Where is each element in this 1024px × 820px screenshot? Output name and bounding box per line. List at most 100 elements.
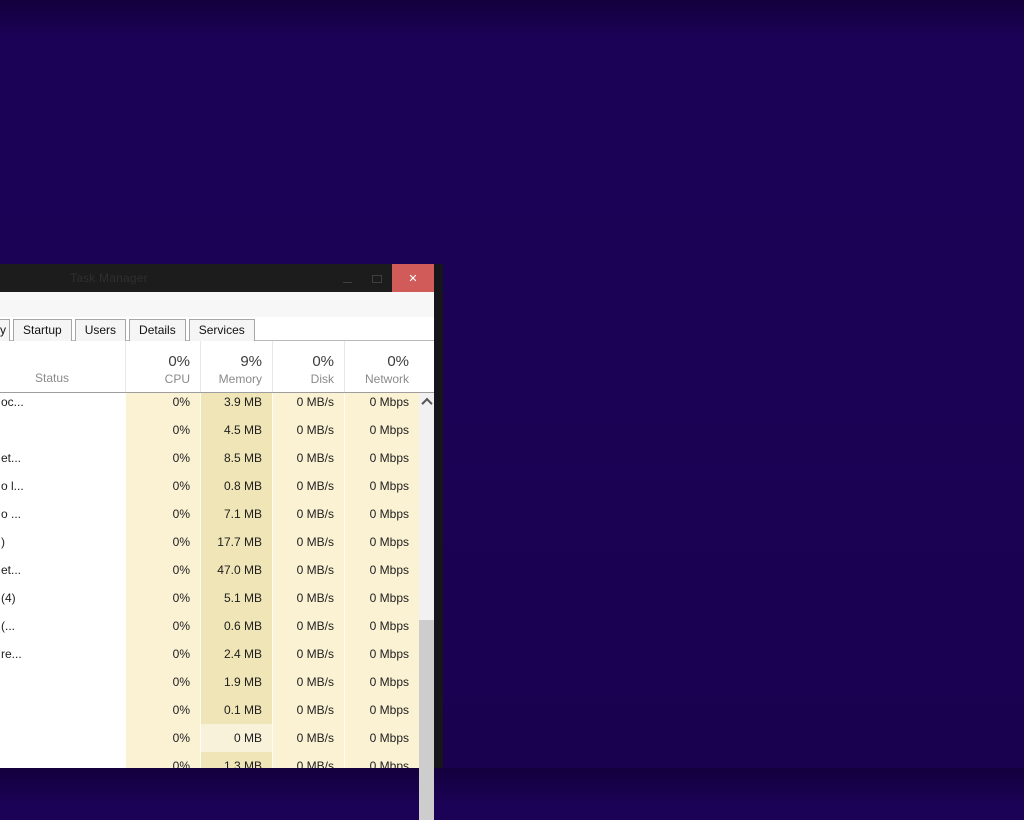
process-name: oc... [0,393,125,416]
process-name [0,416,125,444]
process-row[interactable]: (... 0% 0.6 MB 0 MB/s 0 Mbps [0,612,419,640]
process-list: oc... 0% 3.9 MB 0 MB/s 0 Mbps 0% 4.5 MB … [0,393,419,768]
tab-y[interactable]: y [0,319,10,341]
title-bar[interactable]: Task Manager ✕ [0,264,434,292]
metric-label: Network [364,372,409,386]
process-name [0,752,125,768]
network-cell: 0 Mbps [344,500,419,528]
network-cell: 0 Mbps [344,528,419,556]
memory-cell: 1.3 MB [200,752,272,768]
memory-cell: 17.7 MB [200,528,272,556]
maximize-button[interactable] [362,264,392,292]
process-row[interactable]: 0% 0.1 MB 0 MB/s 0 Mbps [0,696,419,724]
memory-cell: 47.0 MB [200,556,272,584]
process-name: re... [0,640,125,668]
memory-cell: 4.5 MB [200,416,272,444]
process-row[interactable]: re... 0% 2.4 MB 0 MB/s 0 Mbps [0,640,419,668]
disk-cell: 0 MB/s [272,393,344,416]
close-button[interactable]: ✕ [392,264,434,292]
network-cell: 0 Mbps [344,668,419,696]
disk-cell: 0 MB/s [272,416,344,444]
cpu-cell: 0% [125,668,200,696]
process-list-viewport: oc... 0% 3.9 MB 0 MB/s 0 Mbps 0% 4.5 MB … [0,393,419,768]
network-cell: 0 Mbps [344,584,419,612]
metric-total-percent: 0% [312,353,334,370]
process-name: et... [0,444,125,472]
memory-cell: 1.9 MB [200,668,272,696]
metric-total-percent: 0% [168,353,190,370]
disk-cell: 0 MB/s [272,724,344,752]
maximize-icon [372,275,382,283]
network-cell: 0 Mbps [344,556,419,584]
disk-cell: 0 MB/s [272,668,344,696]
memory-cell: 8.5 MB [200,444,272,472]
process-row[interactable]: 0% 0 MB 0 MB/s 0 Mbps [0,724,419,752]
tab-users[interactable]: Users [74,319,127,341]
column-header-memory[interactable]: 9% Memory [200,341,272,392]
column-header-disk[interactable]: 0% Disk [272,341,344,392]
process-name: et... [0,556,125,584]
memory-cell: 7.1 MB [200,500,272,528]
memory-cell: 2.4 MB [200,640,272,668]
vertical-scrollbar[interactable] [419,393,434,820]
disk-cell: 0 MB/s [272,500,344,528]
cpu-cell: 0% [125,444,200,472]
memory-cell: 0.8 MB [200,472,272,500]
metric-label: Memory [218,372,262,386]
process-row[interactable]: 0% 1.9 MB 0 MB/s 0 Mbps [0,668,419,696]
column-header: Status 0% CPU 9% Memory 0% Disk 0% Netwo… [0,341,434,393]
tab-startup[interactable]: Startup [13,319,72,341]
network-cell: 0 Mbps [344,393,419,416]
column-header-network[interactable]: 0% Network [344,341,419,392]
metric-label: Disk [310,372,334,386]
cpu-cell: 0% [125,724,200,752]
tab-details[interactable]: Details [129,319,186,341]
process-row[interactable]: et... 0% 47.0 MB 0 MB/s 0 Mbps [0,556,419,584]
column-header-cpu[interactable]: 0% CPU [125,341,200,392]
cpu-cell: 0% [125,584,200,612]
disk-cell: 0 MB/s [272,472,344,500]
memory-cell: 0.6 MB [200,612,272,640]
network-cell: 0 Mbps [344,640,419,668]
scroll-up-button[interactable] [419,393,434,410]
status-column-label: Status [35,371,70,385]
minimize-button[interactable] [332,264,362,292]
disk-cell: 0 MB/s [272,444,344,472]
cpu-cell: 0% [125,556,200,584]
disk-cell: 0 MB/s [272,556,344,584]
network-cell: 0 Mbps [344,416,419,444]
process-row[interactable]: o ... 0% 7.1 MB 0 MB/s 0 Mbps [0,500,419,528]
process-row[interactable]: (4) 0% 5.1 MB 0 MB/s 0 Mbps [0,584,419,612]
process-row[interactable]: 0% 1.3 MB 0 MB/s 0 Mbps [0,752,419,768]
minimize-icon [342,281,352,283]
metric-label: CPU [164,372,190,386]
process-name: o l... [0,472,125,500]
cpu-cell: 0% [125,640,200,668]
process-name: (4) [0,584,125,612]
process-name: ) [0,528,125,556]
process-row[interactable]: 0% 4.5 MB 0 MB/s 0 Mbps [0,416,419,444]
process-row[interactable]: oc... 0% 3.9 MB 0 MB/s 0 Mbps [0,393,419,416]
status-column-header[interactable]: Status [0,341,125,392]
metric-total-percent: 0% [387,353,409,370]
cpu-cell: 0% [125,416,200,444]
network-cell: 0 Mbps [344,444,419,472]
memory-cell: 0 MB [200,724,272,752]
scrollbar-thumb[interactable] [419,620,434,820]
network-cell: 0 Mbps [344,472,419,500]
metric-total-percent: 9% [240,353,262,370]
tab-strip: y Startup Users Details Services [0,317,434,341]
tab-services[interactable]: Services [188,319,255,341]
process-row[interactable]: o l... 0% 0.8 MB 0 MB/s 0 Mbps [0,472,419,500]
cpu-cell: 0% [125,752,200,768]
process-row[interactable]: et... 0% 8.5 MB 0 MB/s 0 Mbps [0,444,419,472]
memory-cell: 0.1 MB [200,696,272,724]
process-name [0,696,125,724]
disk-cell: 0 MB/s [272,696,344,724]
disk-cell: 0 MB/s [272,752,344,768]
chevron-up-icon [420,397,433,409]
cpu-cell: 0% [125,696,200,724]
process-row[interactable]: ) 0% 17.7 MB 0 MB/s 0 Mbps [0,528,419,556]
cpu-cell: 0% [125,528,200,556]
